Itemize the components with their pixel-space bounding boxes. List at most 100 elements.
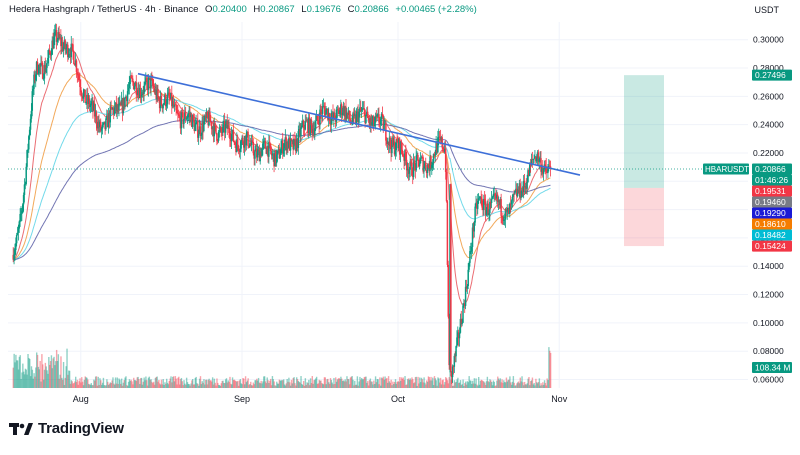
candle-body [67, 44, 69, 58]
volume-bar [411, 377, 413, 388]
volume-bar [120, 378, 123, 388]
brand-logo[interactable]: TradingView [9, 420, 124, 437]
candle-body [428, 167, 430, 172]
volume-bar [77, 384, 79, 388]
candle-body [445, 171, 448, 202]
volume-bar [545, 385, 547, 388]
candle-body [397, 142, 399, 149]
volume-bar [463, 385, 465, 388]
volume-bar [45, 366, 47, 388]
candle-body [151, 78, 154, 86]
candle-body [377, 114, 379, 116]
volume-bar [199, 376, 202, 388]
candle-body [404, 150, 406, 161]
volume-bar [434, 378, 437, 388]
candle-body [393, 141, 396, 155]
candle-body [352, 113, 354, 123]
volume-bar [206, 384, 209, 388]
candle-body [233, 141, 235, 143]
volume-bar [354, 380, 356, 388]
volume-bar [300, 376, 302, 388]
volume-bar [192, 384, 195, 388]
volume-bar [167, 384, 170, 388]
volume-bar [419, 377, 421, 388]
volume-bar [399, 377, 401, 388]
candle-body [469, 251, 471, 263]
candle-body [419, 158, 422, 164]
volume-bar [278, 379, 281, 388]
candle-body [184, 112, 187, 120]
candle-body [244, 136, 247, 146]
volume-bar [377, 379, 379, 388]
candle-body [415, 155, 417, 171]
volume-bar [446, 380, 449, 388]
volume-bar [497, 376, 499, 388]
volume-bar [516, 383, 518, 388]
volume-bar [472, 383, 475, 388]
volume-bar [170, 376, 172, 388]
volume-bar [331, 382, 333, 388]
candle-body [234, 142, 236, 145]
candle-body [129, 76, 131, 85]
volume-bar [32, 378, 34, 388]
candle-body [310, 119, 313, 126]
volume-bar [393, 382, 396, 388]
candle-body [490, 198, 493, 203]
volume-bar [175, 378, 177, 388]
candle-body [288, 138, 290, 148]
candle-body [116, 104, 118, 112]
volume-bar [221, 380, 223, 388]
trendline-group [8, 72, 748, 176]
candle-body [269, 143, 272, 152]
volume-bar [523, 381, 526, 388]
candle-body [177, 114, 180, 117]
candle-body [405, 150, 407, 160]
candle-body [401, 149, 404, 155]
candle-body [315, 116, 318, 121]
volume-bar [147, 377, 150, 388]
volume-bar [491, 385, 494, 388]
candle-body [198, 126, 201, 135]
volume-bar [248, 384, 250, 388]
candle-body [547, 169, 549, 174]
volume-bar [408, 379, 411, 388]
volume-bar [172, 376, 174, 388]
candle-body [178, 116, 181, 118]
volume-bar [431, 380, 433, 388]
candle-body [468, 262, 470, 270]
candle-body [157, 89, 159, 98]
volume-bar [101, 382, 104, 388]
volume-bar [88, 383, 90, 388]
volume-bar [517, 382, 519, 388]
candle-body [325, 109, 327, 116]
volume-bar [244, 384, 246, 388]
volume-bar [360, 379, 362, 388]
volume-bar [410, 379, 412, 388]
candle-body [142, 93, 144, 95]
volume-bar [115, 383, 118, 388]
volume-bar [158, 379, 160, 388]
candle-body [340, 104, 342, 111]
candle-body [216, 140, 219, 142]
candle-body [530, 159, 533, 165]
volume-bar [138, 379, 140, 388]
candle-body [41, 62, 43, 64]
candle-body [73, 63, 76, 66]
candle-body [232, 129, 235, 142]
candle-body [493, 193, 495, 195]
volume-bar [507, 379, 509, 388]
volume-bar [380, 377, 383, 388]
volume-bar [359, 376, 361, 388]
volume-bar [512, 376, 515, 388]
volume-bar [161, 384, 164, 388]
candle-body [117, 104, 119, 111]
candle-body [253, 153, 255, 159]
volume-bar [322, 383, 324, 388]
candle-body [119, 102, 121, 104]
currency-label[interactable]: USDT [754, 5, 780, 15]
candle-body [457, 332, 460, 339]
candle-body [499, 199, 502, 205]
ma-100-line [13, 98, 551, 261]
